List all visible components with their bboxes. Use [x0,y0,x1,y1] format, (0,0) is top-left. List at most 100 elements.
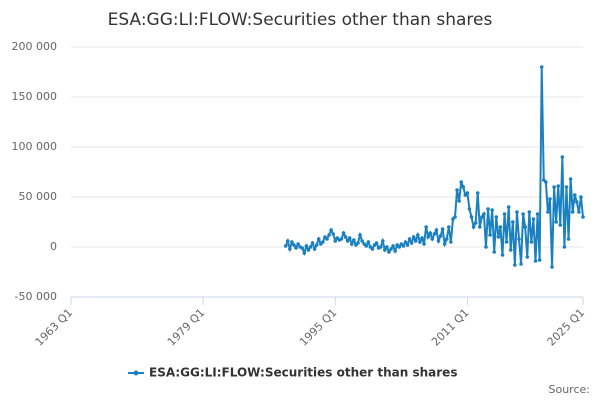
data-point [572,193,577,197]
data-point [383,248,387,252]
data-point [387,250,391,254]
data-point [422,242,426,246]
data-point [537,258,542,262]
data-point [327,233,331,237]
data-point [321,240,325,244]
data-point [418,240,422,244]
data-point [329,228,333,232]
data-point [283,244,288,248]
data-point [577,210,581,214]
data-point [434,228,439,232]
data-point [548,197,552,201]
data-point [494,215,499,219]
data-point [374,241,379,245]
data-point [360,239,364,243]
data-point [288,247,292,251]
source: Source: [549,383,591,396]
data-point [486,207,490,211]
legend-label: ESA:GG:LI:FLOW:Securities other than sha… [149,366,457,380]
data-point [345,239,350,243]
data-point [484,245,488,249]
data-point [502,212,507,216]
data-point [558,223,563,227]
data-point [308,245,313,249]
data-point [436,239,441,243]
data-point [529,240,534,244]
data-point [292,243,296,247]
data-point [513,263,517,267]
data-point [447,225,451,229]
x-tick-label: 1963 Q1 [33,306,76,349]
data-point [356,241,360,245]
data-point [411,235,416,239]
data-point [535,212,540,216]
data-point [554,220,558,224]
data-point [564,185,569,189]
data-point [294,246,298,250]
data-point [562,245,567,249]
data-point [393,249,397,253]
data-point [581,215,585,219]
data-point [300,246,305,250]
legend-marker [133,370,139,376]
data-point [467,207,472,211]
data-point [453,215,457,219]
data-point [358,233,362,237]
data-point [471,225,476,229]
y-tick-label: 200 000 [12,40,58,53]
data-point [508,248,513,252]
data-point [405,243,410,247]
x-tick-label: 2011 Q1 [429,306,472,349]
data-point [407,237,412,241]
data-point [430,237,435,241]
data-point [416,233,420,237]
data-point [378,245,383,249]
data-point [566,237,571,241]
data-point [349,242,354,246]
y-tick-label: 150 000 [12,90,58,103]
data-point [552,185,556,189]
data-point [438,234,443,238]
data-point [302,251,307,255]
data-point [455,188,459,192]
data-point [389,247,393,251]
data-point [385,245,389,249]
data-point [413,239,418,243]
data-point [521,212,525,216]
data-point [568,177,573,181]
data-point [397,245,402,249]
data-point [401,244,406,248]
data-point [325,237,329,241]
data-point [331,232,335,236]
data-point [560,155,565,159]
data-point [459,180,463,184]
data-point [531,217,536,221]
data-point [304,244,309,248]
data-point [539,65,544,69]
data-point [475,191,480,195]
data-point [488,233,492,237]
data-point [432,232,437,236]
data-point [550,265,554,269]
data-point [546,210,550,214]
data-point [457,199,461,203]
data-point [492,250,497,254]
data-point [316,237,321,241]
data-point [426,235,430,239]
data-point [480,215,484,219]
data-point [523,225,527,229]
data-point [496,235,501,239]
y-tick-label: 100 000 [12,140,58,153]
data-point [444,237,449,241]
data-point [570,210,575,214]
data-point [312,247,317,251]
x-tick-label: 2025 Q1 [545,306,588,349]
data-point [533,259,538,263]
data-point [285,239,290,243]
data-point [310,241,315,245]
data-point [469,215,474,219]
data-point [341,231,346,235]
data-point [403,240,408,244]
